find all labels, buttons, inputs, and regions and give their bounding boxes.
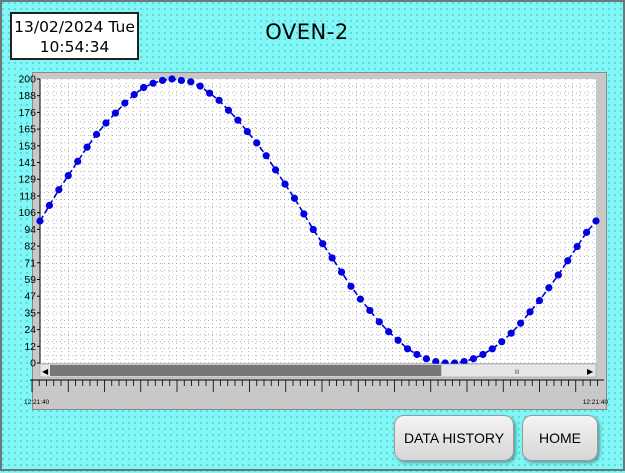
data-point — [564, 257, 572, 265]
data-point — [545, 284, 553, 292]
data-point — [243, 127, 251, 136]
data-point — [111, 109, 119, 117]
data-point — [158, 76, 167, 85]
y-tick-label: 118 — [19, 190, 36, 202]
y-tick-label: 200 — [18, 74, 36, 86]
data-point — [469, 355, 478, 363]
data-point — [177, 76, 185, 85]
y-tick-label: 141 — [18, 157, 36, 169]
data-point — [149, 79, 157, 87]
data-point — [385, 328, 393, 336]
data-point — [319, 240, 327, 248]
data-point — [92, 130, 101, 138]
x-tick-label: 12:21:40 — [583, 399, 609, 406]
x-tick-label: 12:21:40 — [24, 399, 50, 406]
data-point — [187, 78, 195, 86]
data-point — [592, 217, 600, 225]
scroll-right-arrow[interactable]: ▶ — [587, 367, 594, 376]
data-point — [196, 82, 204, 90]
data-point — [64, 171, 72, 180]
y-tick-label: 188 — [18, 90, 36, 102]
page-title: OVEN-2 — [265, 20, 349, 44]
data-point — [224, 106, 233, 114]
y-tick-label: 35 — [24, 307, 36, 319]
data-point — [102, 119, 110, 127]
data-point — [356, 295, 365, 303]
data-point — [45, 201, 54, 209]
data-point — [130, 91, 138, 99]
data-point — [281, 180, 289, 188]
data-point — [234, 116, 242, 124]
data-history-button[interactable]: DATA HISTORY — [394, 415, 514, 461]
y-tick-label: 153 — [18, 140, 36, 152]
data-point — [394, 336, 402, 344]
y-tick-label: 82 — [24, 241, 36, 253]
data-point — [413, 350, 421, 359]
data-point — [517, 319, 525, 327]
scrollbar-grip: III — [514, 370, 519, 376]
data-point — [55, 186, 63, 194]
data-point — [488, 345, 496, 353]
data-point — [460, 357, 468, 366]
data-point — [121, 99, 129, 107]
data-point — [526, 308, 534, 316]
data-point — [290, 194, 299, 202]
data-point — [83, 143, 91, 151]
y-tick-label: 129 — [18, 174, 36, 186]
y-tick-label: 106 — [18, 207, 36, 219]
y-tick-label: 94 — [24, 224, 36, 236]
date-time-display: 13/02/2024 Tue 10:54:34 — [10, 12, 139, 60]
scroll-left-arrow[interactable]: ◀ — [42, 367, 49, 376]
y-tick-label: 71 — [24, 257, 36, 269]
data-point — [271, 166, 280, 174]
y-tick-label: 59 — [24, 274, 36, 286]
data-point — [375, 318, 383, 326]
data-point — [309, 225, 317, 234]
data-point — [479, 350, 487, 359]
data-point — [140, 83, 148, 92]
data-point — [507, 329, 515, 337]
data-point — [366, 306, 374, 315]
data-point — [403, 345, 412, 353]
data-point — [300, 210, 308, 218]
data-point — [168, 75, 176, 83]
data-point — [422, 355, 430, 363]
y-tick-label: 0 — [30, 358, 36, 370]
home-button[interactable]: HOME — [522, 415, 598, 461]
data-point — [328, 254, 336, 262]
data-point — [573, 242, 581, 251]
y-tick-label: 176 — [18, 107, 36, 119]
date-text: 13/02/2024 Tue — [14, 18, 135, 36]
data-point — [337, 268, 346, 276]
scrollbar-thumb[interactable] — [50, 365, 442, 376]
time-text: 10:54:34 — [39, 38, 110, 56]
data-point — [535, 296, 544, 305]
data-point — [432, 357, 440, 366]
data-point — [554, 271, 562, 279]
data-point — [206, 89, 214, 97]
data-point — [498, 338, 506, 346]
y-tick-label: 24 — [24, 324, 36, 336]
data-point — [582, 228, 591, 236]
data-point — [347, 282, 355, 290]
data-point — [262, 152, 270, 160]
y-tick-label: 12 — [24, 341, 36, 353]
y-tick-label: 165 — [18, 124, 36, 136]
data-point — [74, 157, 82, 165]
y-tick-label: 47 — [24, 291, 36, 303]
data-point — [215, 96, 223, 104]
data-point — [253, 139, 261, 147]
data-point — [36, 217, 44, 225]
